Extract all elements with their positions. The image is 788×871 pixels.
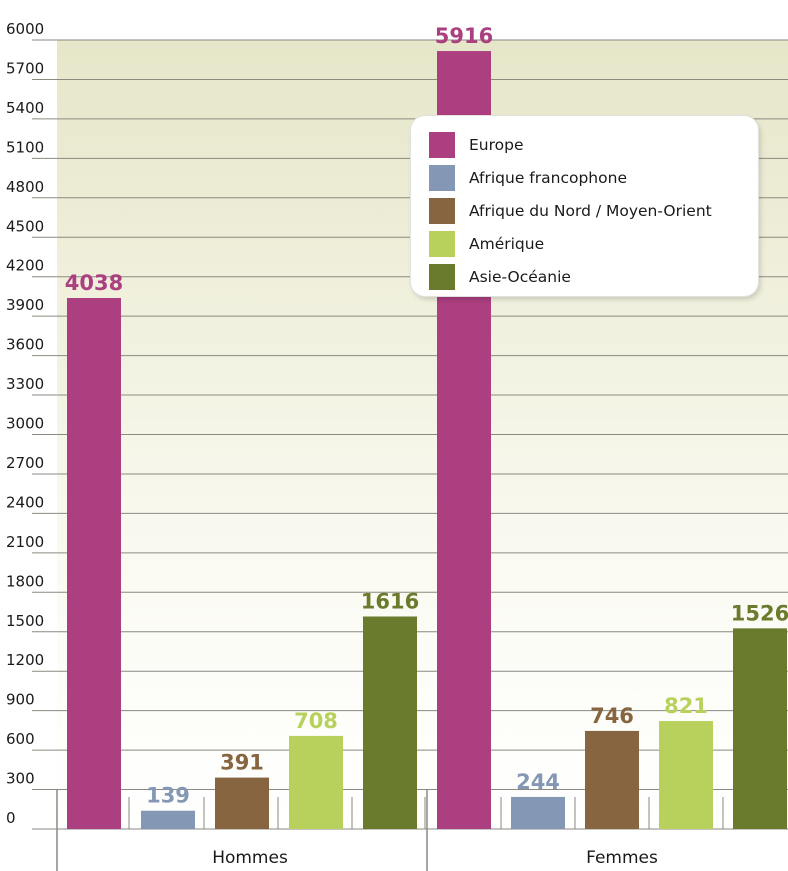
legend-item: Amérique	[429, 227, 758, 260]
bar-europe-hommes	[67, 298, 121, 829]
bar-amerique-hommes	[289, 735, 343, 829]
y-tick-label: 5400	[6, 99, 44, 117]
y-tick-label: 4200	[6, 257, 44, 275]
legend-swatch	[429, 263, 455, 290]
y-tick-label: 2100	[6, 533, 44, 551]
y-tick-label: 4500	[6, 217, 44, 235]
x-axis-categories: Hommes Femmes	[212, 848, 658, 868]
y-tick-label: 900	[6, 691, 35, 709]
y-tick-label: 1200	[6, 651, 44, 669]
value-label: 5916	[435, 24, 493, 48]
category-label: Femmes	[586, 848, 658, 868]
bar-afrique-francophone-femmes	[511, 796, 565, 829]
legend-swatch	[429, 230, 455, 257]
bar-asie-oceanie-hommes	[363, 616, 417, 829]
value-label: 708	[294, 709, 338, 733]
bar-afrique-francophone-hommes	[141, 810, 195, 829]
value-label: 391	[220, 751, 264, 775]
value-label: 1616	[361, 589, 419, 613]
value-label: 746	[590, 704, 634, 728]
bar-asie-oceanie-femmes	[733, 628, 787, 829]
y-tick-label: 2700	[6, 454, 44, 472]
legend-swatch	[429, 164, 455, 191]
y-tick-label: 5100	[6, 138, 44, 156]
value-label: 4038	[65, 271, 123, 295]
y-axis-ticks: 0 300 600 900 1200 1500 1800 2100 2400 2700 3000 33…	[6, 20, 44, 827]
value-label: 244	[516, 770, 560, 794]
legend-swatch	[429, 131, 455, 158]
legend: Europe Afrique francophone Afrique du Nord…	[411, 116, 758, 296]
legend-item: Europe	[429, 128, 758, 161]
legend-item: Afrique francophone	[429, 161, 758, 194]
bar-afrique-du-nord-moyen-orient-femmes	[585, 730, 639, 829]
legend-label: Europe	[469, 135, 524, 154]
value-label: 821	[664, 694, 708, 718]
y-tick-label: 2400	[6, 493, 44, 511]
y-tick-label: 0	[6, 809, 16, 827]
y-tick-label: 1500	[6, 612, 44, 630]
y-tick-label: 3600	[6, 336, 44, 354]
y-tick-label: 4800	[6, 178, 44, 196]
category-label: Hommes	[212, 848, 288, 868]
y-tick-label: 3300	[6, 375, 44, 393]
legend-label: Asie-Océanie	[469, 267, 571, 286]
y-tick-label: 1800	[6, 572, 44, 590]
legend-label: Afrique francophone	[469, 168, 627, 187]
legend-label: Amérique	[469, 234, 545, 253]
legend-swatch	[429, 197, 455, 224]
y-tick-label: 3900	[6, 296, 44, 314]
y-tick-label: 5700	[6, 59, 44, 77]
y-tick-label: 300	[6, 770, 35, 788]
y-tick-label: 600	[6, 730, 35, 748]
legend-item: Asie-Océanie	[429, 260, 758, 293]
value-label: 1526	[731, 601, 788, 625]
y-tick-label: 3000	[6, 415, 44, 433]
bar-amerique-femmes	[659, 721, 713, 829]
value-labels: 4038 139 391 708 1616 5916 244 746 821 1526	[65, 24, 788, 808]
legend-item: Afrique du Nord / Moyen-Orient	[429, 194, 758, 227]
bar-afrique-du-nord-moyen-orient-hommes	[215, 777, 269, 829]
value-label: 139	[146, 784, 190, 808]
y-tick-label: 6000	[6, 20, 44, 38]
category-separators	[56, 790, 724, 871]
legend-label: Afrique du Nord / Moyen-Orient	[469, 201, 712, 220]
